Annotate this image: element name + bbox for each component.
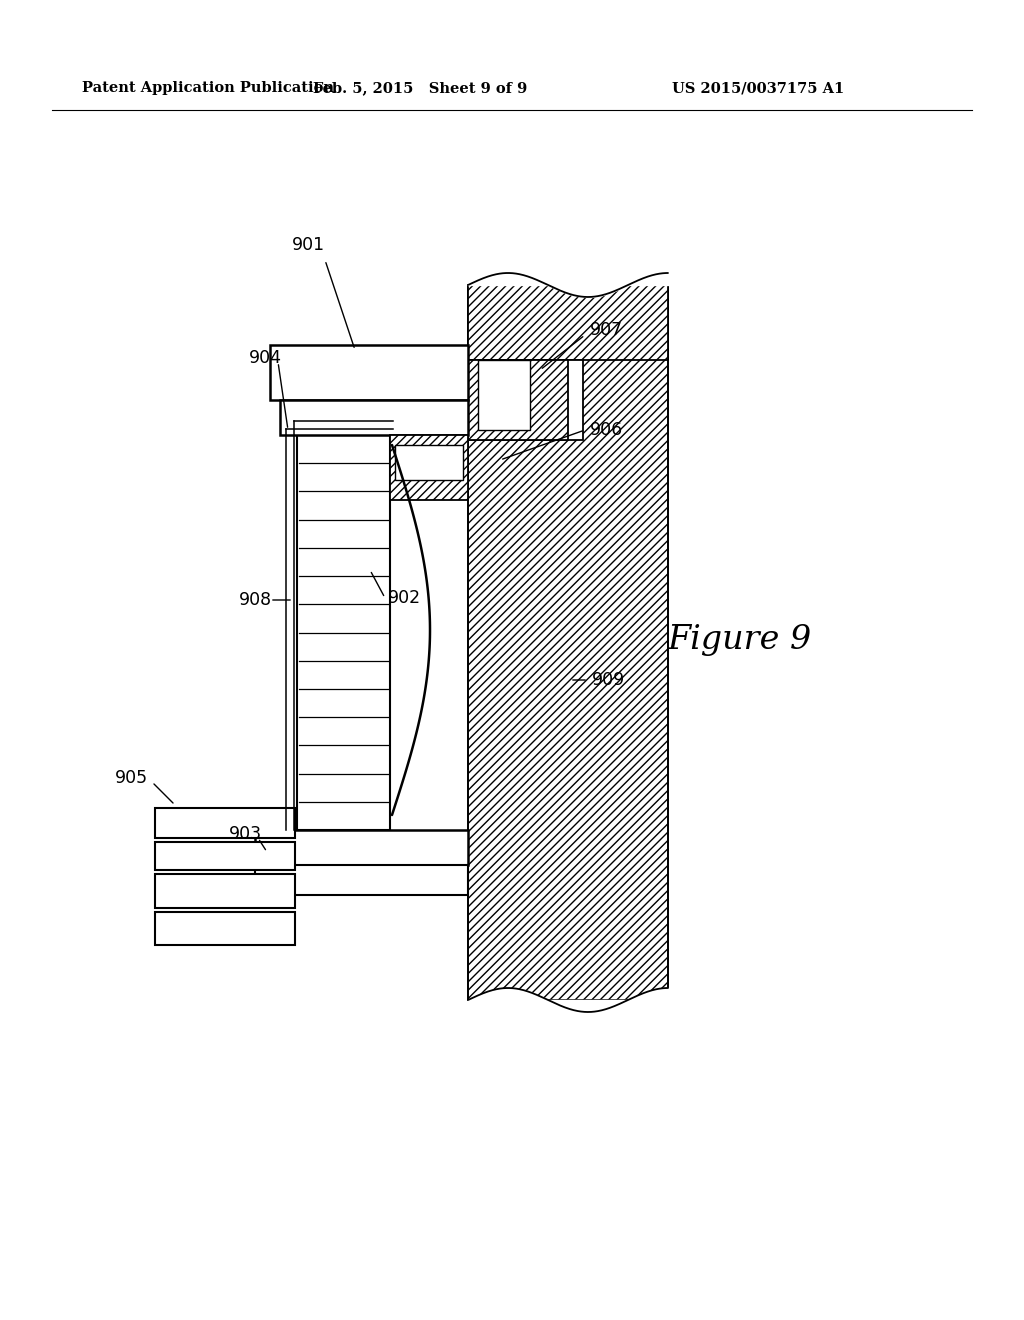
Bar [155, 912, 295, 945]
Bar [297, 436, 390, 830]
Bar [478, 360, 530, 430]
Text: 905: 905 [115, 770, 148, 787]
Text: 902: 902 [388, 589, 421, 607]
Bar [270, 345, 468, 400]
Bar [468, 360, 568, 440]
Bar [155, 808, 295, 838]
Bar [155, 874, 295, 908]
Text: 906: 906 [590, 421, 624, 440]
Bar [468, 285, 668, 1001]
Text: 904: 904 [249, 348, 282, 367]
Bar [280, 400, 468, 436]
Bar [468, 360, 583, 440]
Text: 901: 901 [292, 236, 325, 253]
Bar [468, 285, 668, 360]
Text: 907: 907 [590, 321, 624, 339]
Bar [390, 436, 468, 500]
Text: 908: 908 [239, 591, 271, 609]
Bar [255, 865, 468, 895]
Bar [155, 842, 295, 870]
Bar [255, 830, 468, 865]
Text: US 2015/0037175 A1: US 2015/0037175 A1 [672, 81, 844, 95]
Text: Figure 9: Figure 9 [668, 624, 812, 656]
Bar [390, 355, 468, 440]
Text: 903: 903 [228, 825, 261, 843]
Text: Patent Application Publication: Patent Application Publication [82, 81, 334, 95]
Bar [468, 360, 583, 440]
Text: Feb. 5, 2015   Sheet 9 of 9: Feb. 5, 2015 Sheet 9 of 9 [313, 81, 527, 95]
Text: 909: 909 [592, 671, 626, 689]
Bar [395, 445, 463, 480]
